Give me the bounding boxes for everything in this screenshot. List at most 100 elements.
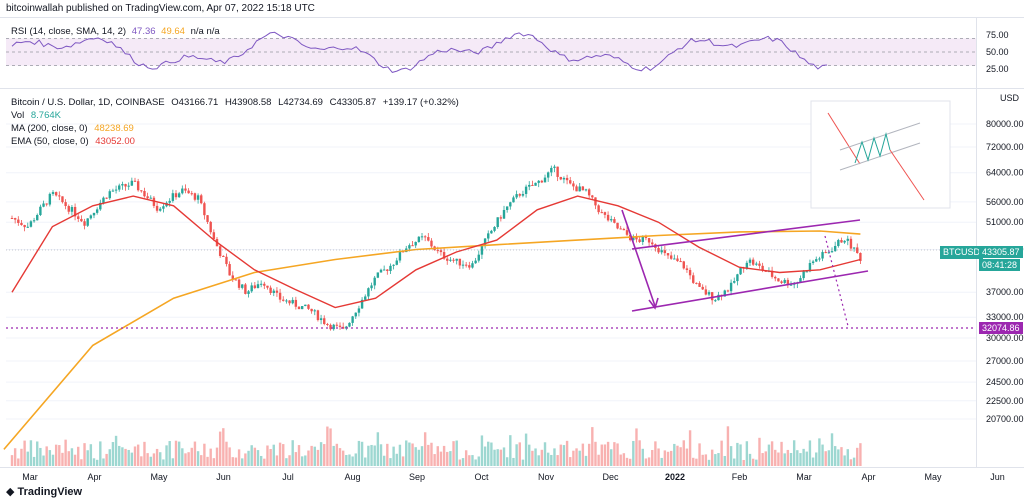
volume-bar <box>414 447 417 466</box>
candle-body <box>259 283 263 285</box>
ma200-line <box>3 230 861 450</box>
volume-bar <box>345 454 348 466</box>
volume-bar <box>291 440 294 466</box>
candle-body <box>587 189 591 196</box>
volume-bar <box>80 459 83 466</box>
candle-body <box>253 285 257 289</box>
candle-body <box>540 180 544 183</box>
volume-bar <box>58 445 61 466</box>
tradingview-logo[interactable]: ◆ TradingView <box>6 485 82 498</box>
candle-body <box>247 291 250 294</box>
candle-body <box>446 258 449 261</box>
volume-bar <box>569 457 572 466</box>
candle-body <box>263 283 266 286</box>
candle-body <box>32 220 36 222</box>
candle-body <box>802 271 805 279</box>
candle-body <box>565 177 569 181</box>
candle-body <box>370 285 373 289</box>
candle-body <box>509 202 512 207</box>
volume-bar <box>452 441 455 466</box>
volume-bar <box>401 456 405 466</box>
candle-body <box>846 238 849 241</box>
candle-body <box>774 276 777 279</box>
candle-body <box>534 182 537 186</box>
volume-bar <box>313 446 316 466</box>
candle-body <box>291 299 294 304</box>
price-axis-label: 20700.00 <box>986 414 1024 424</box>
volume-bar <box>587 443 591 466</box>
candle-body <box>569 180 572 184</box>
volume-bar <box>777 452 780 466</box>
rsi-axis-label: 75.00 <box>986 30 1009 40</box>
volume-bar <box>51 454 55 466</box>
volume-bar <box>695 458 698 466</box>
candle-body <box>550 167 553 173</box>
inset-pattern <box>810 100 951 209</box>
candle-body <box>111 190 115 192</box>
volume-bar <box>130 452 134 466</box>
volume-bar <box>373 445 376 466</box>
volume-bar <box>118 445 121 466</box>
inset-drop <box>827 112 861 165</box>
candle-body <box>316 310 320 321</box>
volume-bar <box>427 444 430 466</box>
candle-body <box>168 200 171 203</box>
volume-bar <box>821 444 824 466</box>
candle-body <box>758 263 761 266</box>
volume-bar <box>395 453 398 466</box>
volume-bar <box>417 449 421 466</box>
candle-body <box>755 263 758 265</box>
price-axis-label: 64000.00 <box>986 168 1024 178</box>
volume-bar <box>461 458 465 466</box>
candle-body <box>840 240 843 243</box>
price-axis-label: 22500.00 <box>986 396 1024 406</box>
volume-bar <box>23 440 26 466</box>
ohlc-open: O43166.71 <box>171 97 219 108</box>
ema-label: EMA (50, close, 0) <box>11 136 89 147</box>
time-axis-label: Sep <box>409 472 425 482</box>
candle-body <box>386 269 389 272</box>
volume-bar <box>70 448 74 466</box>
candle-body <box>203 203 206 216</box>
candle-body <box>133 180 137 182</box>
volume-bar <box>717 453 720 466</box>
volume-bar <box>149 456 152 466</box>
volume-bar <box>61 452 64 466</box>
volume-bar <box>531 450 534 466</box>
candle-body <box>143 190 146 197</box>
candle-body <box>395 260 398 265</box>
rsi-value2: 49.64 <box>161 26 185 37</box>
volume-bar <box>515 444 518 466</box>
candle-body <box>269 287 272 294</box>
volume-bar <box>263 458 266 466</box>
candle-body <box>439 250 443 253</box>
time-axis-label: Jun <box>216 472 231 482</box>
volume-bar <box>644 458 648 466</box>
candle-body <box>543 177 547 183</box>
volume-bar <box>241 458 244 466</box>
candle-body <box>647 238 651 243</box>
volume-bar <box>543 442 547 466</box>
volume-bar <box>572 450 575 466</box>
candle-body <box>474 260 477 264</box>
volume-bar <box>688 430 692 466</box>
volume-bar <box>846 449 849 466</box>
candle-body <box>294 299 298 307</box>
candle-body <box>531 184 534 186</box>
inset-top <box>839 122 921 151</box>
volume-bar <box>808 440 812 466</box>
candle-body <box>256 284 260 289</box>
candle-body <box>856 247 859 254</box>
volume-bar <box>124 448 127 466</box>
volume-bar <box>840 447 843 466</box>
volume-bar <box>259 455 263 466</box>
candle-body <box>149 197 152 199</box>
candle-body <box>783 279 786 283</box>
candle-body <box>323 318 326 324</box>
volume-bar <box>382 455 386 466</box>
volume-bar <box>796 450 799 466</box>
volume-bar <box>714 454 717 466</box>
candle-body <box>250 285 253 292</box>
price-axis-border <box>976 17 977 468</box>
